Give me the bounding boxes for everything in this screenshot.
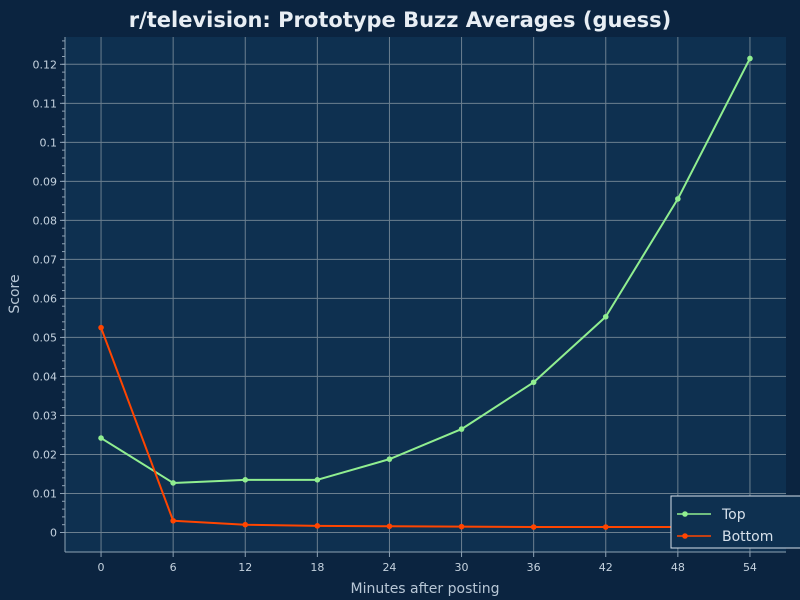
x-tick-label: 48 bbox=[671, 561, 685, 574]
x-tick-label: 0 bbox=[98, 561, 105, 574]
data-point-top bbox=[242, 477, 249, 483]
data-point-bottom bbox=[602, 524, 609, 530]
y-tick-label: 0 bbox=[50, 526, 57, 539]
data-point-bottom bbox=[314, 523, 321, 529]
legend-label-bottom: Bottom bbox=[722, 529, 773, 545]
y-tick-label: 0.03 bbox=[33, 409, 58, 422]
legend-label-top: Top bbox=[721, 507, 746, 523]
x-tick-label: 18 bbox=[310, 561, 324, 574]
data-point-bottom bbox=[530, 524, 537, 530]
data-point-bottom bbox=[458, 523, 465, 530]
x-tick-label: 24 bbox=[382, 561, 396, 574]
y-tick-label: 0.02 bbox=[33, 448, 58, 461]
plot-area: 0 6 12 18 24 30 36 42 48 54 0 0.01 0.02 0.03 0.04 0.05 0… bbox=[33, 37, 786, 574]
x-tick-label: 54 bbox=[743, 561, 757, 574]
data-point-top bbox=[170, 480, 176, 486]
data-point-bottom bbox=[170, 517, 176, 524]
series-line-bottom bbox=[100, 327, 750, 529]
series-line-top bbox=[100, 58, 751, 484]
legend-box bbox=[670, 495, 800, 549]
y-tick-label: 0.06 bbox=[33, 292, 58, 305]
data-point-top bbox=[747, 55, 753, 62]
data-point-top bbox=[314, 477, 321, 483]
data-point-bottom bbox=[242, 521, 249, 528]
data-point-bottom bbox=[98, 324, 104, 331]
y-tick-label: 0.1 bbox=[40, 136, 58, 149]
x-tick-label: 12 bbox=[238, 561, 252, 574]
y-tick-label: 0.04 bbox=[33, 370, 58, 383]
data-point-top bbox=[530, 379, 537, 386]
y-tick-label: 0.11 bbox=[33, 97, 58, 110]
y-tick-label: 0.01 bbox=[33, 487, 58, 500]
y-tick-label: 0.08 bbox=[33, 214, 58, 227]
legend-marker-bottom bbox=[682, 533, 688, 539]
data-point-bottom bbox=[386, 523, 393, 530]
y-tick-label: 0.07 bbox=[33, 253, 58, 266]
x-tick-label: 30 bbox=[455, 561, 469, 574]
legend-marker-top bbox=[682, 511, 688, 517]
plot-background bbox=[65, 37, 786, 552]
x-tick-label: 42 bbox=[599, 561, 613, 574]
data-point-top bbox=[98, 435, 104, 441]
y-tick-label: 0.09 bbox=[33, 175, 58, 188]
x-tick-label: 6 bbox=[170, 561, 177, 574]
data-point-top bbox=[602, 313, 609, 320]
legend: Top Bottom bbox=[670, 495, 800, 549]
y-tick-label: 0.12 bbox=[33, 58, 58, 71]
x-tick-label: 36 bbox=[527, 561, 541, 574]
data-point-top bbox=[386, 456, 393, 462]
data-point-top bbox=[675, 196, 681, 202]
y-tick-label: 0.05 bbox=[33, 331, 58, 344]
data-point-top bbox=[458, 426, 465, 432]
y-axis-label: Score bbox=[7, 274, 23, 313]
chart-title: r/television: Prototype Buzz Averages (g… bbox=[129, 8, 672, 32]
x-axis-label: Minutes after posting bbox=[350, 581, 499, 597]
